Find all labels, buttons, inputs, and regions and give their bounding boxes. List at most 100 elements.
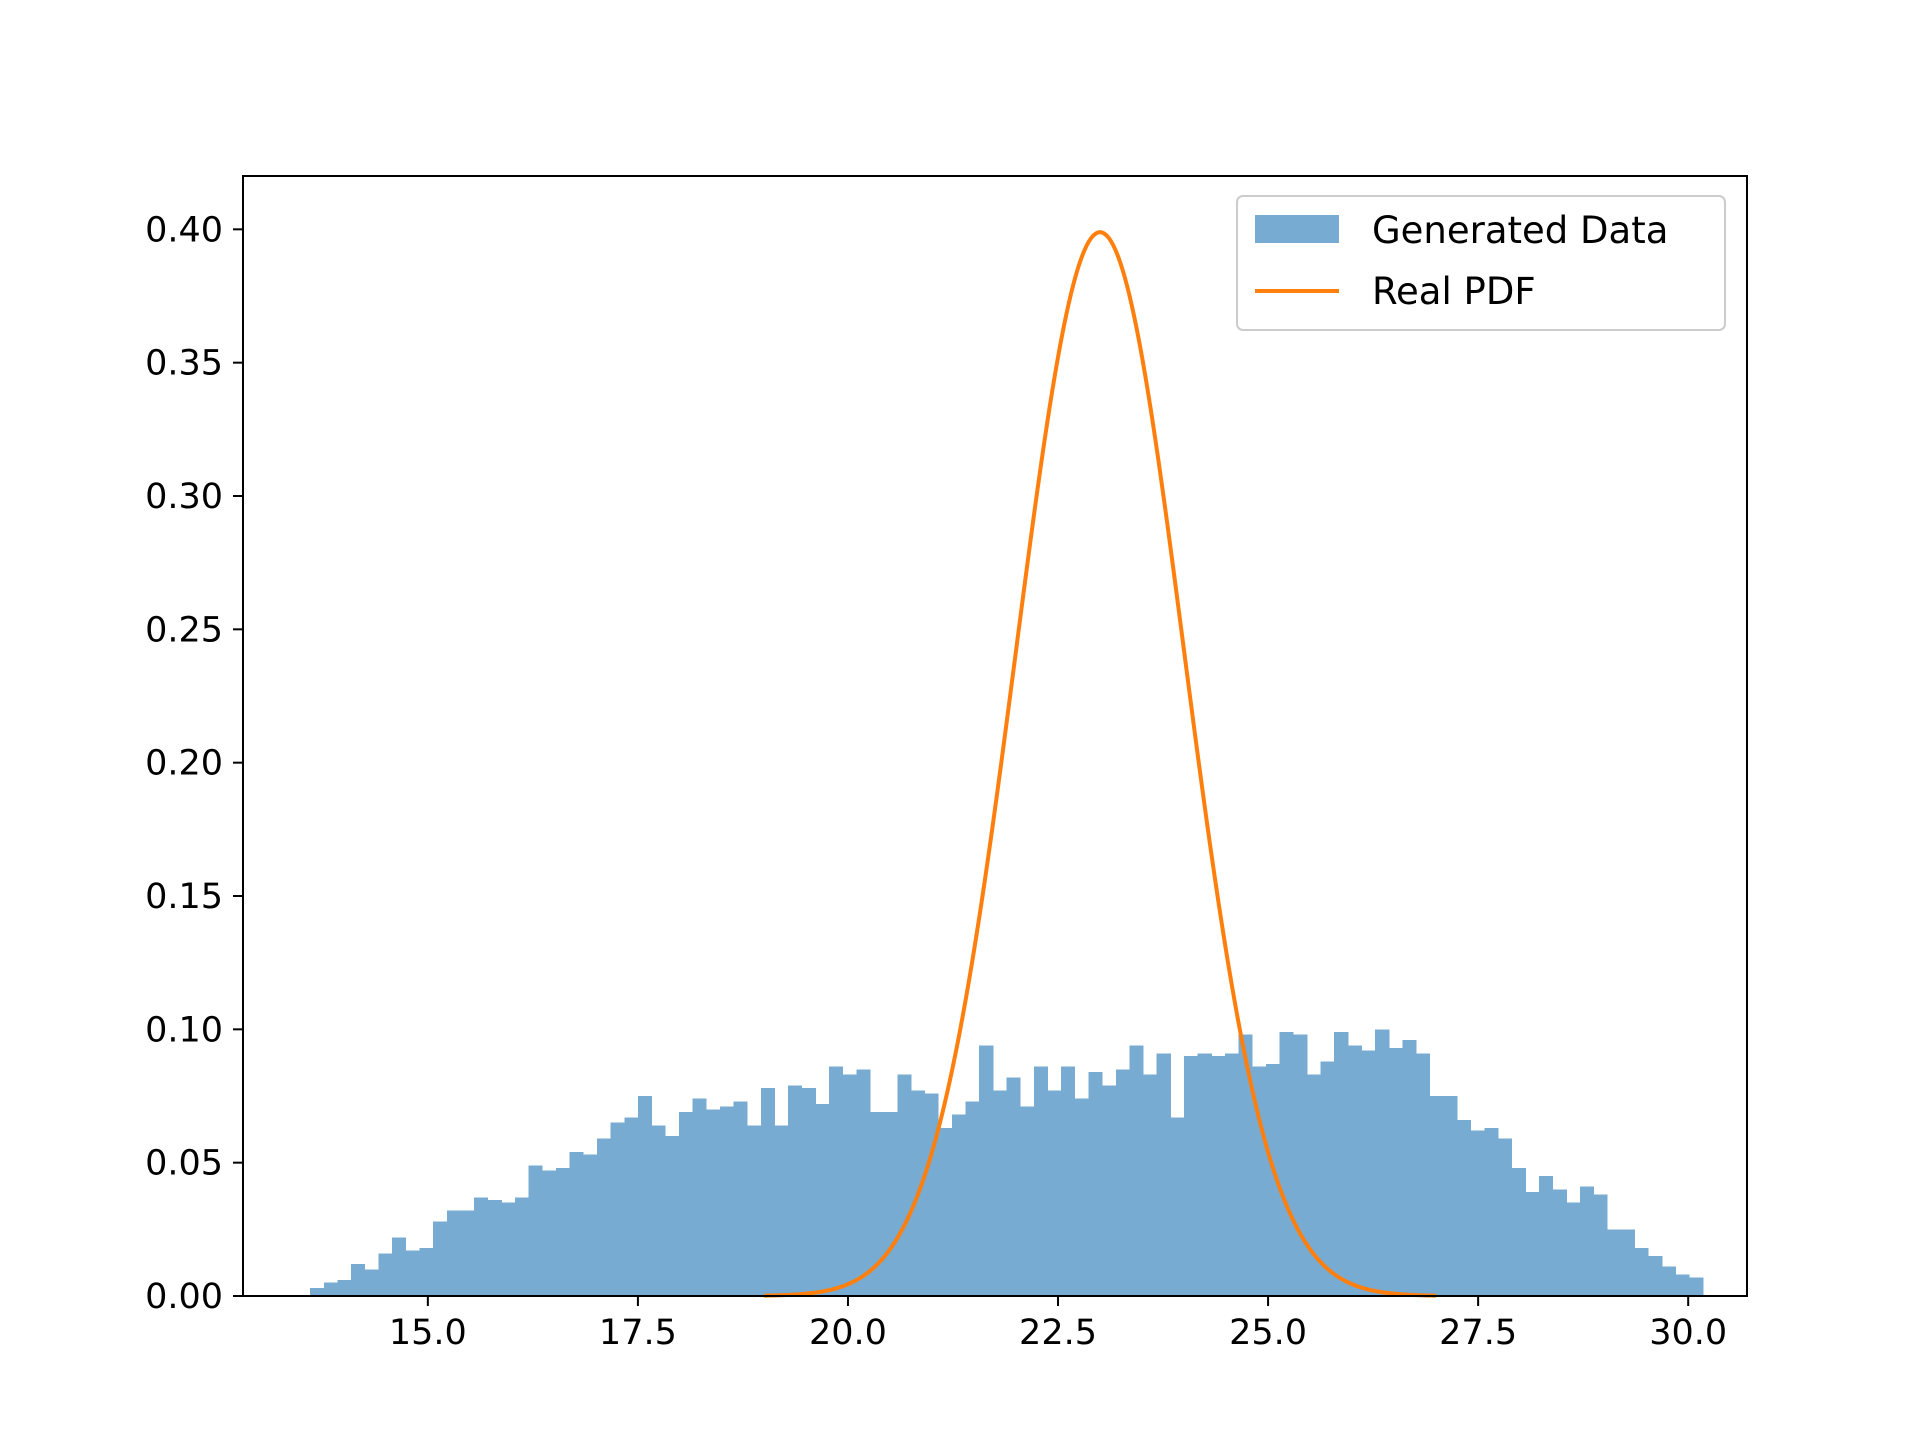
histogram-bar <box>651 1125 666 1296</box>
histogram-bar <box>1689 1277 1704 1296</box>
x-tick-label: 15.0 <box>389 1313 467 1353</box>
histogram-bar <box>760 1088 775 1296</box>
y-axis: 0.00 0.05 0.10 0.15 0.20 0.25 0.30 0.35 0.40 <box>145 210 243 1317</box>
histogram-bar <box>692 1098 707 1296</box>
histogram-bar <box>1033 1066 1048 1296</box>
histogram-bar <box>501 1202 516 1296</box>
histogram-bar <box>1115 1069 1130 1296</box>
histogram-bar <box>1593 1194 1608 1296</box>
histogram-bar <box>1443 1096 1458 1296</box>
histogram-bar <box>1238 1034 1253 1296</box>
histogram-bar <box>1429 1096 1444 1296</box>
x-axis: 15.0 17.5 20.0 22.5 25.0 27.5 30.0 <box>389 1296 1727 1353</box>
histogram-bar <box>1388 1048 1403 1296</box>
histogram-bar <box>1498 1138 1513 1296</box>
histogram-bar <box>1184 1056 1199 1296</box>
histogram-bar <box>405 1250 420 1296</box>
histogram-bar <box>979 1045 994 1296</box>
histogram-bar <box>1334 1032 1349 1296</box>
histogram-bar <box>528 1165 543 1296</box>
histogram-bar <box>1675 1274 1690 1296</box>
histogram-bar <box>1252 1066 1267 1296</box>
legend-swatch-generated-data <box>1255 215 1339 243</box>
histogram-bar <box>1211 1056 1226 1296</box>
histogram-bar <box>965 1101 980 1296</box>
histogram-bar <box>1020 1106 1035 1296</box>
legend-box <box>1236 195 1726 331</box>
y-tick-label: 0.00 <box>145 1277 223 1317</box>
x-tick-label: 30.0 <box>1649 1313 1727 1353</box>
histogram-bar <box>1620 1229 1636 1296</box>
histogram-bar <box>815 1104 830 1296</box>
histogram-bar <box>842 1074 857 1296</box>
histogram-bar <box>951 1114 966 1296</box>
histogram-bar <box>624 1117 639 1296</box>
histogram-bar <box>446 1210 461 1296</box>
histogram-bar <box>924 1093 939 1296</box>
histogram-bar <box>992 1090 1007 1296</box>
histogram-bar <box>323 1282 338 1296</box>
histogram-bar <box>938 1128 953 1296</box>
histogram-bar <box>1634 1248 1649 1296</box>
histogram-bar <box>801 1088 816 1296</box>
histogram-bar <box>1074 1098 1089 1296</box>
histogram-bar <box>1306 1074 1321 1296</box>
histogram-bar <box>1197 1053 1212 1296</box>
histogram-bar <box>1061 1066 1076 1296</box>
x-tick-label: 22.5 <box>1019 1313 1097 1353</box>
histogram-bar <box>856 1069 871 1296</box>
histogram-bar <box>1580 1186 1595 1296</box>
histogram-bar <box>487 1200 502 1296</box>
histogram-bar <box>1129 1045 1144 1296</box>
histogram-bar <box>1416 1053 1431 1296</box>
histogram-bar <box>883 1112 898 1296</box>
x-tick-label: 17.5 <box>599 1313 677 1353</box>
histogram-bar <box>1156 1053 1171 1296</box>
histogram-bar <box>392 1237 407 1296</box>
histogram-bars <box>310 1029 1704 1296</box>
histogram-bar <box>1143 1074 1158 1296</box>
x-tick-label: 25.0 <box>1229 1313 1307 1353</box>
y-tick-label: 0.05 <box>145 1144 223 1184</box>
plot-area-frame <box>242 175 1748 1297</box>
y-tick-label: 0.10 <box>145 1010 223 1050</box>
x-tick-label: 20.0 <box>809 1313 887 1353</box>
histogram-bar <box>637 1096 652 1296</box>
histogram-bar <box>310 1288 325 1296</box>
histogram-bar <box>897 1074 912 1296</box>
histogram-bar <box>378 1253 393 1296</box>
histogram-bar <box>474 1197 489 1296</box>
histogram-bar <box>515 1197 530 1296</box>
y-tick-label: 0.30 <box>145 477 223 517</box>
histogram-bar <box>596 1138 611 1296</box>
histogram-bar <box>1375 1029 1390 1296</box>
histogram-bar <box>1170 1117 1185 1296</box>
histogram-bar <box>555 1168 571 1296</box>
histogram-bar <box>1539 1176 1554 1296</box>
y-tick-label: 0.20 <box>145 744 223 784</box>
histogram-bar <box>1293 1034 1308 1296</box>
histogram-bar <box>747 1125 762 1296</box>
histogram-bar <box>1484 1128 1499 1296</box>
legend-label-real-pdf: Real PDF <box>1372 270 1536 313</box>
histogram-bar <box>364 1269 379 1296</box>
x-tick-label: 27.5 <box>1439 1313 1517 1353</box>
histogram-bar <box>1566 1202 1581 1296</box>
histogram-bar <box>1511 1168 1526 1296</box>
histogram-bar <box>1661 1266 1676 1296</box>
histogram-bar <box>610 1122 625 1296</box>
histogram-bar <box>1279 1032 1294 1296</box>
histogram-bar <box>460 1210 475 1296</box>
histogram-bar <box>1225 1053 1240 1296</box>
histogram-bar <box>829 1066 844 1296</box>
histogram-bar <box>542 1170 557 1296</box>
histogram-bar <box>1361 1050 1376 1296</box>
legend-label-generated-data: Generated Data <box>1372 209 1668 252</box>
y-tick-label: 0.35 <box>145 344 223 384</box>
histogram-bar <box>1648 1256 1663 1296</box>
histogram-bar <box>665 1136 680 1296</box>
pdf-line <box>763 230 1437 1298</box>
y-tick-label: 0.15 <box>145 877 223 917</box>
histogram-bar <box>733 1101 748 1296</box>
